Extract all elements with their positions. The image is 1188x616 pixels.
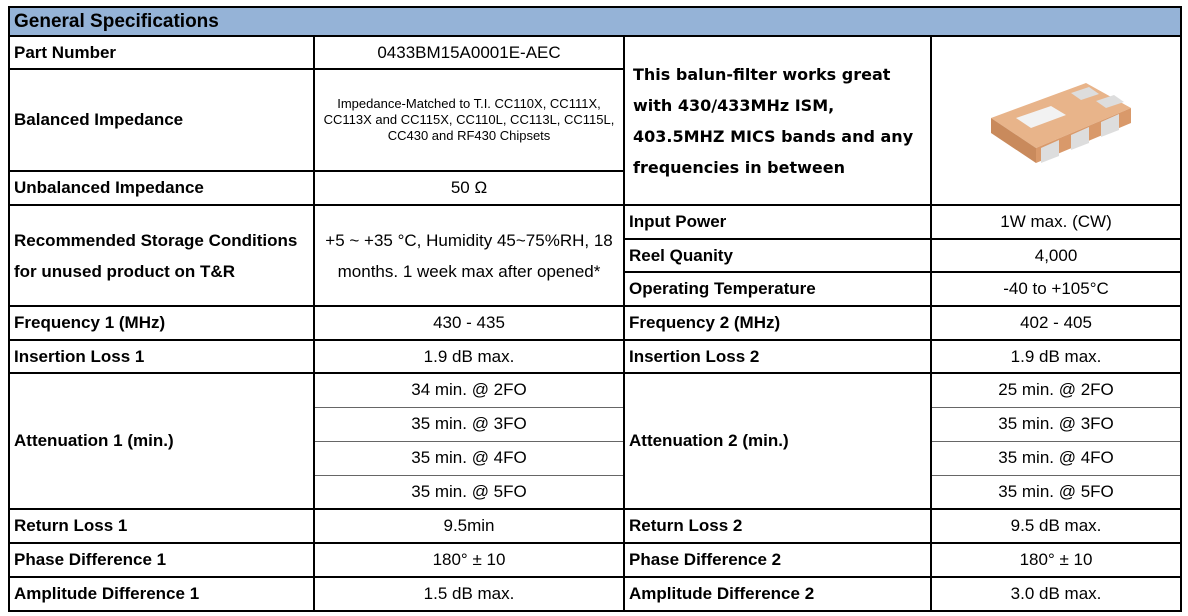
label: Operating Temperature bbox=[624, 272, 931, 306]
value: 402 - 405 bbox=[931, 306, 1181, 340]
label: Amplitude Difference 2 bbox=[624, 577, 931, 611]
label: Attenuation 1 (min.) bbox=[9, 373, 314, 509]
value: 25 min. @ 2FO bbox=[931, 373, 1181, 407]
label: Attenuation 2 (min.) bbox=[624, 373, 931, 509]
page: General Specifications Part Number 0433B… bbox=[0, 0, 1188, 616]
label: Frequency 1 (MHz) bbox=[9, 306, 314, 340]
label: Return Loss 2 bbox=[624, 509, 931, 543]
label: Reel Quanity bbox=[624, 239, 931, 272]
value: 3.0 dB max. bbox=[931, 577, 1181, 611]
value: 4,000 bbox=[931, 239, 1181, 272]
value: 35 min. @ 5FO bbox=[314, 475, 624, 509]
value: -40 to +105°C bbox=[931, 272, 1181, 306]
label: Phase Difference 2 bbox=[624, 543, 931, 577]
value: 1.9 dB max. bbox=[931, 340, 1181, 373]
value: 1.9 dB max. bbox=[314, 340, 624, 373]
label: Amplitude Difference 1 bbox=[9, 577, 314, 611]
value: 35 min. @ 5FO bbox=[931, 475, 1181, 509]
value: 9.5min bbox=[314, 509, 624, 543]
value: 0433BM15A0001E-AEC bbox=[314, 36, 624, 69]
spec-table: General Specifications Part Number 0433B… bbox=[8, 6, 1182, 612]
value: 180° ± 10 bbox=[931, 543, 1181, 577]
product-image-cell bbox=[931, 36, 1181, 205]
value: 35 min. @ 4FO bbox=[931, 441, 1181, 475]
value: 430 - 435 bbox=[314, 306, 624, 340]
label: Return Loss 1 bbox=[9, 509, 314, 543]
value: 34 min. @ 2FO bbox=[314, 373, 624, 407]
value: 35 min. @ 4FO bbox=[314, 441, 624, 475]
label: Phase Difference 1 bbox=[9, 543, 314, 577]
value: 35 min. @ 3FO bbox=[314, 407, 624, 441]
table-title: General Specifications bbox=[9, 7, 1181, 36]
label: Unbalanced Impedance bbox=[9, 171, 314, 205]
value: +5 ~ +35 °C, Humidity 45~75%RH, 18 month… bbox=[314, 205, 624, 306]
value: 180° ± 10 bbox=[314, 543, 624, 577]
label: Insertion Loss 1 bbox=[9, 340, 314, 373]
value: 9.5 dB max. bbox=[931, 509, 1181, 543]
label: Part Number bbox=[9, 36, 314, 69]
label: Recommended Storage Conditions for unuse… bbox=[9, 205, 314, 306]
value: 1.5 dB max. bbox=[314, 577, 624, 611]
value: 50 Ω bbox=[314, 171, 624, 205]
label: Frequency 2 (MHz) bbox=[624, 306, 931, 340]
label: Balanced Impedance bbox=[9, 69, 314, 171]
label: Insertion Loss 2 bbox=[624, 340, 931, 373]
product-image bbox=[971, 63, 1141, 173]
description: This balun-filter works great with 430/4… bbox=[624, 36, 931, 205]
value: 35 min. @ 3FO bbox=[931, 407, 1181, 441]
label: Input Power bbox=[624, 205, 931, 239]
value: 1W max. (CW) bbox=[931, 205, 1181, 239]
value: Impedance-Matched to T.I. CC110X, CC111X… bbox=[314, 69, 624, 171]
